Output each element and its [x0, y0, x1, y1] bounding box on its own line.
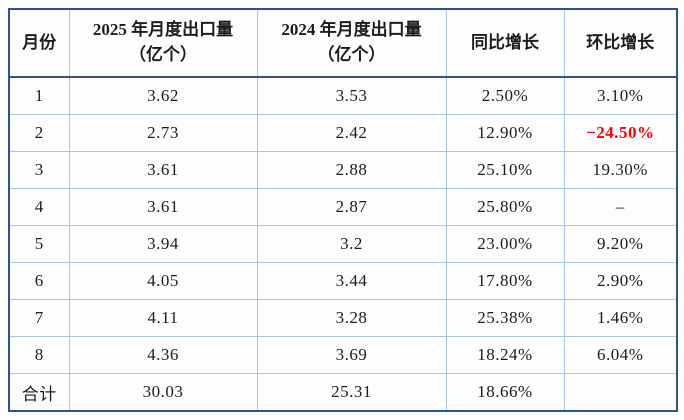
cell-export-2024: 3.28 [256, 299, 447, 337]
cell-export-2025: 4.11 [68, 299, 258, 337]
header-row: 月份 2025 年月度出口量 （亿个） 2024 年月度出口量 （亿个） 同比增… [8, 8, 678, 78]
cell-yoy-growth: 23.00% [445, 225, 565, 263]
cell-month: 6 [8, 262, 70, 300]
cell-mom-growth: 1.46% [563, 299, 678, 337]
table-row: 1 3.62 3.53 2.50% 3.10% [8, 76, 678, 115]
cell-export-2025: 3.94 [68, 225, 258, 263]
cell-export-2025: 3.61 [68, 151, 258, 189]
cell-month: 2 [8, 114, 70, 152]
monthly-export-table: 月份 2025 年月度出口量 （亿个） 2024 年月度出口量 （亿个） 同比增… [8, 8, 678, 412]
cell-yoy-growth: 18.66% [445, 373, 565, 412]
table-row: 3 3.61 2.88 25.10% 19.30% [8, 151, 678, 189]
cell-yoy-growth: 25.38% [445, 299, 565, 337]
column-header-export-2025: 2025 年月度出口量 （亿个） [68, 8, 258, 78]
table-row: 6 4.05 3.44 17.80% 2.90% [8, 262, 678, 300]
column-header-yoy-growth: 同比增长 [445, 8, 565, 78]
table-row: 7 4.11 3.28 25.38% 1.46% [8, 299, 678, 337]
cell-yoy-growth: 25.80% [445, 188, 565, 226]
cell-month: 7 [8, 299, 70, 337]
cell-mom-growth: −24.50% [563, 114, 678, 152]
cell-export-2024: 3.53 [256, 76, 447, 115]
cell-month: 4 [8, 188, 70, 226]
column-header-mom-growth: 环比增长 [563, 8, 678, 78]
cell-month: 合计 [8, 373, 70, 412]
cell-export-2024: 2.42 [256, 114, 447, 152]
cell-export-2025: 2.73 [68, 114, 258, 152]
cell-month: 1 [8, 76, 70, 115]
cell-mom-growth: 6.04% [563, 336, 678, 374]
cell-export-2025: 3.61 [68, 188, 258, 226]
table-row: 4 3.61 2.87 25.80% – [8, 188, 678, 226]
column-header-export-2024: 2024 年月度出口量 （亿个） [256, 8, 447, 78]
table-row: 5 3.94 3.2 23.00% 9.20% [8, 225, 678, 263]
cell-export-2024: 3.69 [256, 336, 447, 374]
cell-yoy-growth: 17.80% [445, 262, 565, 300]
cell-export-2025: 4.36 [68, 336, 258, 374]
cell-export-2024: 2.88 [256, 151, 447, 189]
table-header: 月份 2025 年月度出口量 （亿个） 2024 年月度出口量 （亿个） 同比增… [8, 8, 678, 78]
table-row: 8 4.36 3.69 18.24% 6.04% [8, 336, 678, 374]
cell-export-2024: 2.87 [256, 188, 447, 226]
cell-month: 8 [8, 336, 70, 374]
table-body: 1 3.62 3.53 2.50% 3.10% 2 2.73 2.42 12.90% −24.50… [8, 76, 678, 412]
cell-yoy-growth: 18.24% [445, 336, 565, 374]
cell-export-2025: 3.62 [68, 76, 258, 115]
cell-export-2024: 3.2 [256, 225, 447, 263]
cell-mom-growth: 19.30% [563, 151, 678, 189]
cell-yoy-growth: 2.50% [445, 76, 565, 115]
cell-month: 5 [8, 225, 70, 263]
cell-export-2025: 4.05 [68, 262, 258, 300]
column-header-month: 月份 [8, 8, 70, 78]
cell-export-2024: 3.44 [256, 262, 447, 300]
total-row: 合计 30.03 25.31 18.66% [8, 373, 678, 412]
cell-month: 3 [8, 151, 70, 189]
cell-export-2025: 30.03 [68, 373, 258, 412]
cell-mom-growth: – [563, 188, 678, 226]
cell-yoy-growth: 25.10% [445, 151, 565, 189]
cell-yoy-growth: 12.90% [445, 114, 565, 152]
cell-mom-growth: 9.20% [563, 225, 678, 263]
table-row: 2 2.73 2.42 12.90% −24.50% [8, 114, 678, 152]
cell-mom-growth: 3.10% [563, 76, 678, 115]
cell-export-2024: 25.31 [256, 373, 447, 412]
cell-mom-growth: 2.90% [563, 262, 678, 300]
cell-mom-growth [563, 373, 678, 412]
